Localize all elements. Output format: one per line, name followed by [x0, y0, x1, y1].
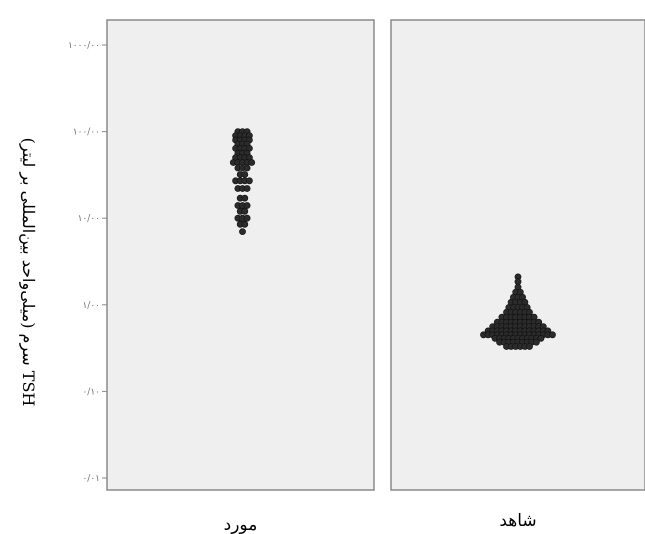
category-label: مورد: [224, 515, 258, 534]
y-tick-label: ۱۰/۰۰: [78, 214, 100, 224]
panel-1-background: [106, 19, 375, 491]
data-point: [241, 194, 249, 202]
data-point: [248, 159, 256, 166]
data-point: [239, 228, 246, 235]
data-point: [549, 331, 556, 339]
data-point: [243, 202, 251, 209]
data-point: [241, 171, 249, 178]
y-tick-label: ۱۰۰/۰۰: [73, 128, 100, 138]
data-point: [243, 185, 251, 192]
category-labels: مورد شاهد: [224, 511, 537, 534]
y-axis-label: TSH سرم (میلی‌واحد بین‌المللی بر لیتر): [19, 138, 38, 407]
data-point: [241, 220, 249, 228]
y-tick-label: ۰/۰۱: [82, 474, 100, 484]
data-point: [245, 177, 253, 185]
data-point: [526, 343, 533, 350]
data-point: [243, 214, 251, 222]
y-tick-label: ۱۰۰۰/۰۰: [68, 41, 100, 51]
data-point: [533, 338, 540, 346]
data-point: [243, 164, 251, 172]
panels-layer: [106, 19, 645, 491]
category-label: شاهد: [499, 511, 536, 531]
data-point: [241, 207, 249, 215]
data-point: [537, 334, 545, 342]
y-tick-label: ۱/۰۰: [82, 301, 100, 311]
dots-layer: [229, 128, 556, 350]
y-tick-label: ۰/۱۰: [82, 387, 100, 397]
panel-2-background: [390, 19, 645, 491]
y-axis: ۰/۰۱ ۰/۱۰ ۱/۰۰ ۱۰/۰۰ ۱۰۰/۰۰ ۱۰۰۰/۰۰: [68, 41, 107, 484]
